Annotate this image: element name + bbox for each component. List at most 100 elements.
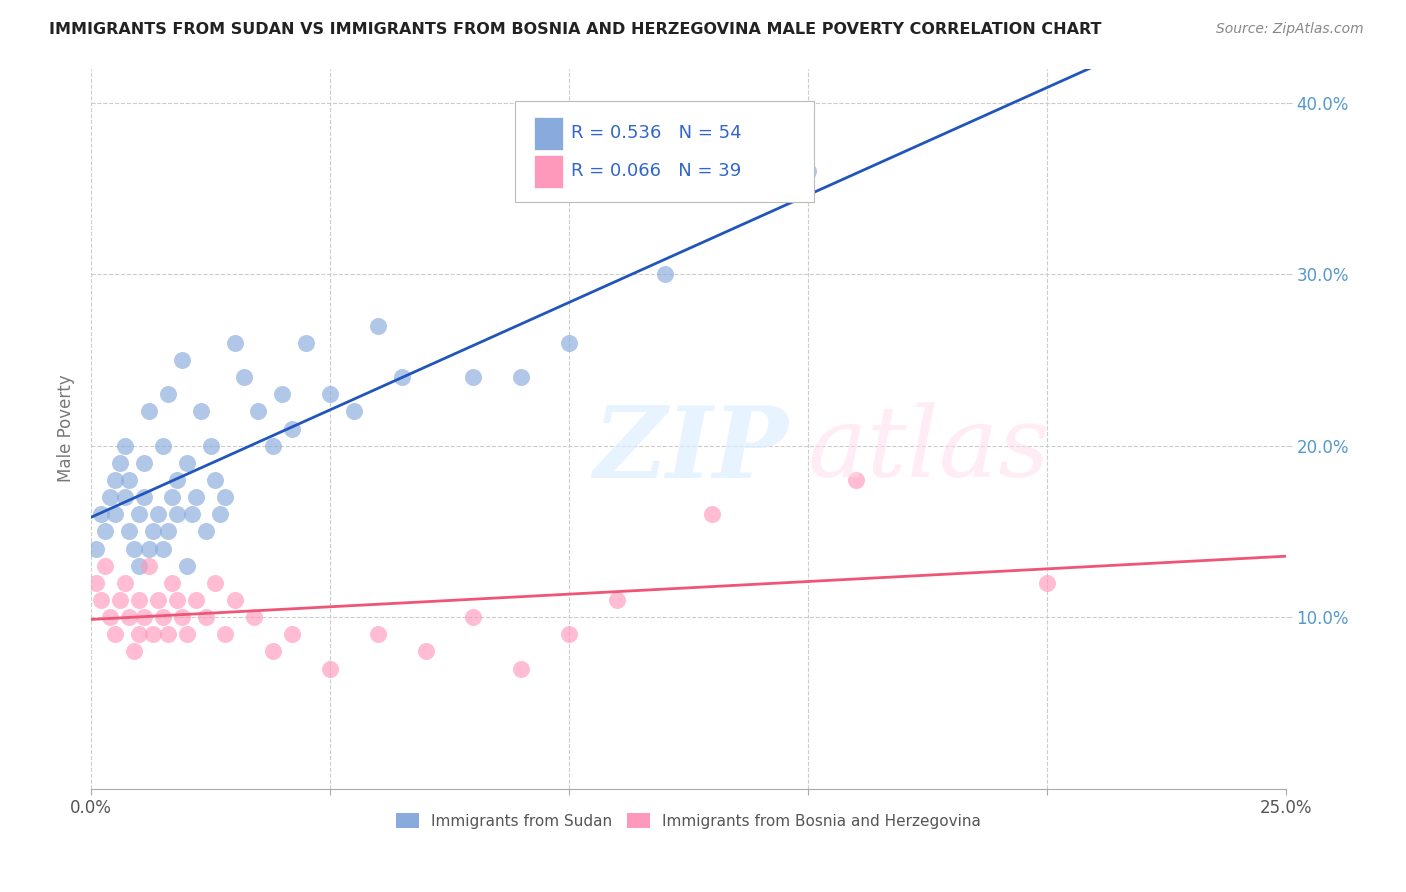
Point: [463, 610, 485, 624]
Point: [702, 507, 724, 521]
Point: [200, 439, 222, 453]
Point: [132, 610, 155, 624]
Point: [128, 558, 150, 573]
Point: [295, 335, 318, 350]
Point: [242, 610, 264, 624]
Point: [114, 490, 136, 504]
Point: [558, 335, 581, 350]
Point: [118, 473, 141, 487]
Point: [128, 627, 150, 641]
Point: [98, 490, 121, 504]
Point: [98, 610, 121, 624]
Point: [166, 507, 188, 521]
Point: [194, 524, 217, 539]
Point: [122, 541, 145, 556]
Point: [233, 370, 256, 384]
Y-axis label: Male Poverty: Male Poverty: [58, 375, 75, 483]
Text: Source: ZipAtlas.com: Source: ZipAtlas.com: [1216, 22, 1364, 37]
Point: [118, 524, 141, 539]
Point: [84, 541, 107, 556]
Point: [128, 593, 150, 607]
Text: ZIP: ZIP: [593, 402, 787, 499]
Legend: Immigrants from Sudan, Immigrants from Bosnia and Herzegovina: Immigrants from Sudan, Immigrants from B…: [389, 806, 987, 835]
Point: [176, 627, 198, 641]
Point: [146, 593, 169, 607]
Point: [108, 456, 131, 470]
Point: [180, 507, 202, 521]
Point: [510, 370, 533, 384]
FancyBboxPatch shape: [534, 155, 562, 188]
Point: [186, 490, 208, 504]
Point: [104, 507, 127, 521]
Point: [118, 610, 141, 624]
Point: [108, 593, 131, 607]
Point: [90, 507, 112, 521]
Point: [797, 164, 820, 178]
Point: [94, 524, 117, 539]
Point: [606, 593, 628, 607]
Point: [194, 610, 217, 624]
FancyBboxPatch shape: [515, 101, 814, 202]
Point: [142, 627, 165, 641]
Point: [122, 644, 145, 658]
Point: [138, 558, 160, 573]
Point: [152, 439, 174, 453]
Point: [262, 644, 284, 658]
Point: [281, 627, 304, 641]
Point: [170, 610, 193, 624]
Point: [114, 575, 136, 590]
Text: IMMIGRANTS FROM SUDAN VS IMMIGRANTS FROM BOSNIA AND HERZEGOVINA MALE POVERTY COR: IMMIGRANTS FROM SUDAN VS IMMIGRANTS FROM…: [49, 22, 1102, 37]
Point: [138, 541, 160, 556]
Point: [162, 490, 184, 504]
Point: [262, 439, 284, 453]
Text: R = 0.536   N = 54: R = 0.536 N = 54: [571, 124, 742, 143]
Point: [209, 507, 232, 521]
Point: [90, 593, 112, 607]
Point: [156, 524, 179, 539]
Point: [176, 558, 198, 573]
Point: [214, 627, 236, 641]
Point: [94, 558, 117, 573]
Point: [138, 404, 160, 418]
Point: [510, 661, 533, 675]
Point: [391, 370, 413, 384]
Point: [128, 507, 150, 521]
Point: [190, 404, 212, 418]
Point: [367, 318, 389, 333]
Point: [247, 404, 270, 418]
Point: [104, 473, 127, 487]
Point: [152, 541, 174, 556]
Point: [104, 627, 127, 641]
Point: [463, 370, 485, 384]
Point: [558, 627, 581, 641]
Point: [224, 335, 246, 350]
Point: [1036, 575, 1059, 590]
Point: [845, 473, 868, 487]
Point: [271, 387, 294, 401]
Point: [186, 593, 208, 607]
Point: [114, 439, 136, 453]
Point: [132, 456, 155, 470]
Point: [415, 644, 437, 658]
Text: R = 0.066   N = 39: R = 0.066 N = 39: [571, 162, 742, 180]
Point: [166, 593, 188, 607]
Point: [152, 610, 174, 624]
Point: [654, 267, 676, 281]
Point: [132, 490, 155, 504]
Point: [166, 473, 188, 487]
Text: atlas: atlas: [808, 402, 1050, 498]
Point: [319, 387, 342, 401]
Point: [224, 593, 246, 607]
Point: [146, 507, 169, 521]
Point: [156, 627, 179, 641]
Point: [319, 661, 342, 675]
Point: [142, 524, 165, 539]
Point: [162, 575, 184, 590]
Point: [204, 473, 226, 487]
Point: [204, 575, 226, 590]
Point: [214, 490, 236, 504]
Point: [343, 404, 366, 418]
Point: [170, 353, 193, 368]
Point: [367, 627, 389, 641]
Point: [176, 456, 198, 470]
